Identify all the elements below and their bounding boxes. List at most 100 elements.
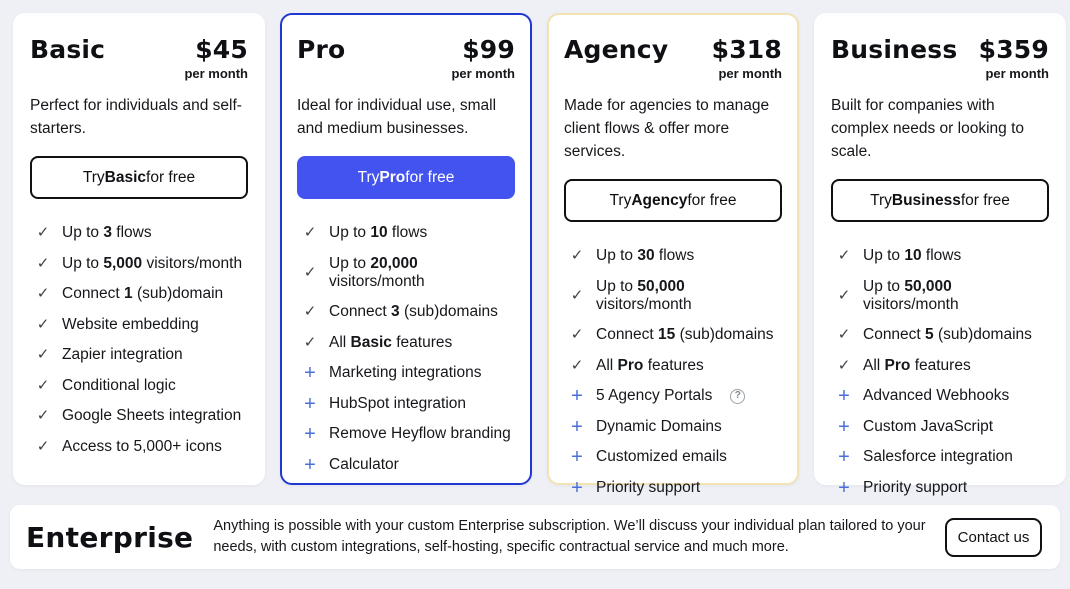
text-segment: Salesforce integration <box>863 448 1013 465</box>
feature-text: Calculator <box>329 456 399 474</box>
feature-text: Google Sheets integration <box>62 407 241 425</box>
text-bold-segment: Basic <box>350 333 392 351</box>
text-bold-segment: 1 <box>124 285 133 302</box>
feature-item: ✓ Up to 3 flows <box>35 224 248 242</box>
plan-title: Agency <box>564 35 669 64</box>
text-segment: for free <box>687 191 737 209</box>
feature-item: ✓ Up to 50,000 visitors/month <box>836 278 1049 314</box>
plan-price-period: per month <box>985 66 1049 81</box>
feature-text: All Basic features <box>329 334 452 352</box>
enterprise-banner: Enterprise Anything is possible with you… <box>10 505 1060 569</box>
text-segment: All <box>863 356 885 374</box>
text-segment: for free <box>960 191 1010 209</box>
text-segment: features <box>910 356 971 374</box>
text-segment: Up to <box>863 277 905 295</box>
text-segment: (sub)domain <box>132 285 224 302</box>
plan-feature-list: ✓ Up to 10 flows ✓ Up to 20,000 visitors/mo… <box>297 224 515 476</box>
plan-description: Made for agencies to manage client flows… <box>564 97 770 160</box>
text-segment: Try <box>82 168 105 186</box>
plus-icon: + <box>838 446 850 468</box>
check-icon: ✓ <box>303 224 317 241</box>
feature-item: + Dynamic Domains <box>569 417 782 437</box>
text-segment: for free <box>405 168 455 186</box>
text-segment: Calculator <box>329 455 399 473</box>
text-bold-segment: 10 <box>904 247 922 264</box>
feature-item: ✓ All Pro features <box>569 357 782 375</box>
enterprise-title: Enterprise <box>26 520 194 554</box>
plan-description: Built for companies with complex needs o… <box>831 97 1025 160</box>
feature-text: Up to 10 flows <box>863 247 961 265</box>
text-segment: All <box>596 356 618 374</box>
plus-icon: + <box>838 476 850 499</box>
plan-card-basic: Basic $45 per month Perfect for individuals… <box>13 13 265 485</box>
feature-text: Up to 5,000 visitors/month <box>62 255 242 273</box>
text-segment: Try <box>357 168 380 186</box>
text-segment: All <box>329 333 351 351</box>
feature-text: Connect 1 (sub)domain <box>62 285 223 303</box>
text-segment: Remove Heyflow branding <box>329 425 511 442</box>
text-segment: Priority support <box>596 478 701 496</box>
feature-item: ✓ All Pro features <box>836 357 1049 375</box>
plan-header: Business $359 per month <box>831 34 1049 81</box>
try-business-button[interactable]: Try Business for free <box>831 179 1049 222</box>
check-icon: ✓ <box>837 356 851 374</box>
feature-item: + Marketing integrations <box>302 363 515 383</box>
text-bold-segment: 20,000 <box>370 254 418 272</box>
feature-item: ✓ Connect 1 (sub)domain <box>35 285 248 303</box>
feature-text: Connect 5 (sub)domains <box>863 326 1032 344</box>
check-icon: ✓ <box>837 326 851 343</box>
text-segment: Marketing integrations <box>329 364 482 381</box>
check-icon: ✓ <box>837 247 851 264</box>
text-segment: Up to <box>62 224 104 241</box>
help-icon[interactable]: ? <box>730 388 746 404</box>
plan-price: $359 <box>978 35 1049 64</box>
check-icon: ✓ <box>36 224 50 241</box>
feature-item: + Remove Heyflow branding <box>302 423 515 445</box>
text-segment: flows <box>111 224 152 241</box>
text-segment: flows <box>921 247 962 264</box>
text-bold-segment: 3 <box>103 224 112 241</box>
text-segment: Website embedding <box>62 315 199 333</box>
plus-icon: + <box>304 453 316 476</box>
check-icon: ✓ <box>36 315 50 333</box>
text-segment: visitors/month <box>329 272 425 290</box>
plus-icon: + <box>304 423 316 445</box>
check-icon: ✓ <box>303 303 317 320</box>
feature-item: ✓ Access to 5,000+ icons <box>35 438 248 456</box>
text-segment: (sub)domains <box>399 303 498 320</box>
text-bold-segment: Pro <box>379 168 406 186</box>
feature-item: + Salesforce integration <box>836 446 1049 468</box>
text-segment: Zapier integration <box>62 346 183 363</box>
plan-price-wrap: $45 per month <box>184 34 248 81</box>
check-icon: ✓ <box>36 346 50 363</box>
feature-item: + Advanced Webhooks <box>836 386 1049 406</box>
plan-title: Basic <box>30 35 106 64</box>
text-segment: Connect <box>863 326 926 343</box>
feature-item: +5 Agency Portals? <box>569 386 782 406</box>
feature-text: Up to 20,000 visitors/month <box>329 255 515 291</box>
feature-item: ✓ Zapier integration <box>35 346 248 364</box>
plan-header: Basic $45 per month <box>30 34 248 81</box>
text-bold-segment: 15 <box>658 326 676 343</box>
try-agency-button[interactable]: Try Agency for free <box>564 179 782 222</box>
try-basic-button[interactable]: Try Basic for free <box>30 156 248 199</box>
text-segment: flows <box>387 224 428 241</box>
feature-text: Connect 15 (sub)domains <box>596 326 774 344</box>
plan-card-business: Business $359 per month Built for companies… <box>814 13 1066 498</box>
try-pro-button[interactable]: Try Pro for free <box>297 156 515 199</box>
feature-text: Custom JavaScript <box>863 418 993 436</box>
text-bold-segment: Pro <box>617 356 644 374</box>
feature-item: + Priority support <box>836 476 1049 499</box>
text-bold-segment: 5,000 <box>103 254 143 272</box>
text-bold-segment: Business <box>891 191 961 209</box>
feature-text: Up to 3 flows <box>62 224 152 242</box>
plan-price-period: per month <box>184 66 248 81</box>
plan-description: Perfect for individuals and self-starter… <box>30 97 242 137</box>
feature-text: Priority support <box>596 479 700 497</box>
check-icon: ✓ <box>303 333 317 351</box>
contact-us-button[interactable]: Contact us <box>945 517 1042 557</box>
check-icon: ✓ <box>303 263 317 281</box>
plan-price-period: per month <box>718 66 782 81</box>
text-bold-segment: Pro <box>884 356 911 374</box>
text-bold-segment: 5 <box>925 326 934 343</box>
